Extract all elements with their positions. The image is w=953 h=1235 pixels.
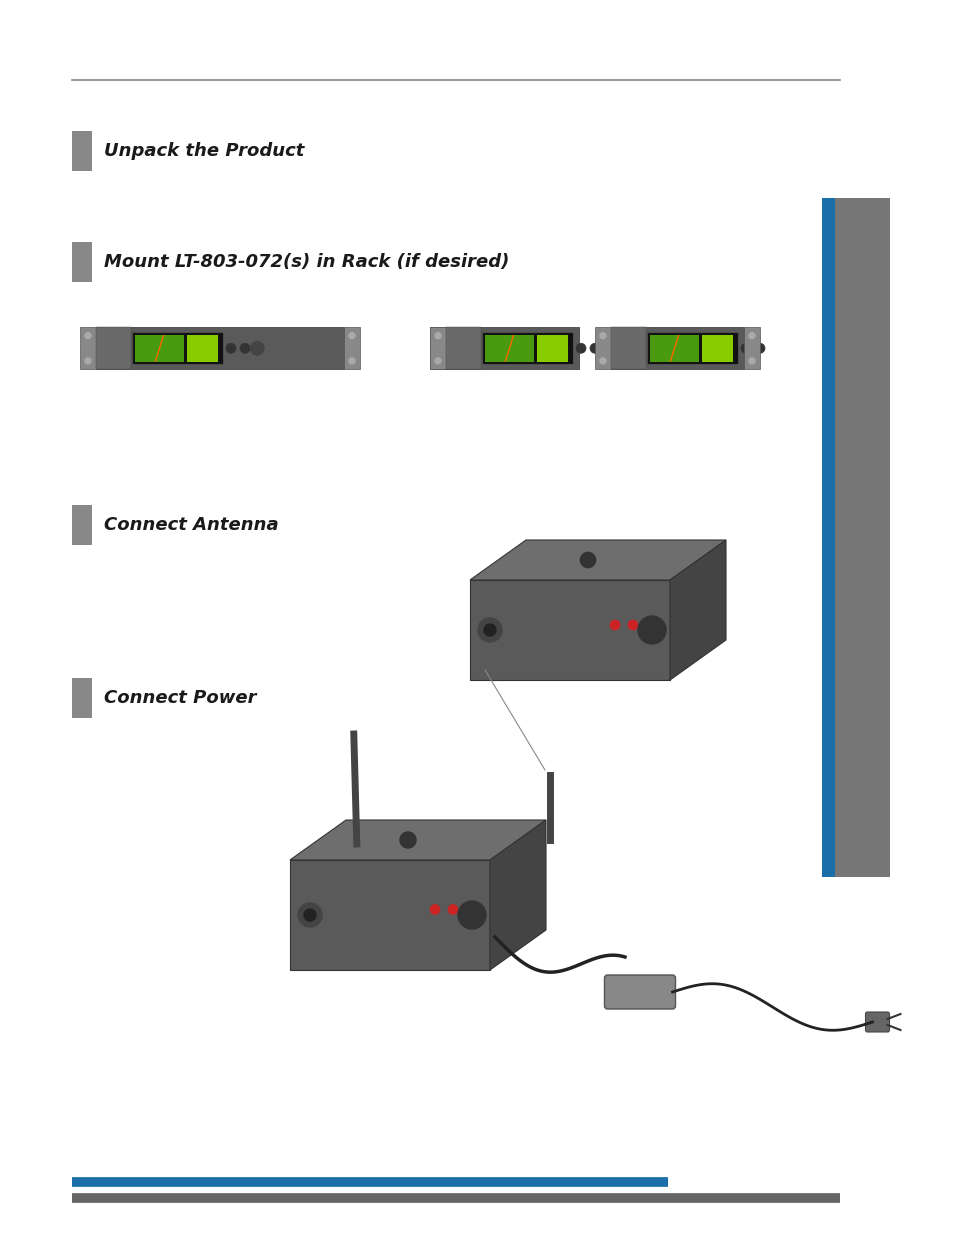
Bar [71, 242, 91, 282]
Bar [701, 335, 733, 362]
Polygon shape [290, 820, 545, 860]
Circle shape [226, 343, 235, 353]
FancyBboxPatch shape [864, 1011, 888, 1032]
Bar [187, 335, 218, 362]
Circle shape [349, 332, 355, 338]
Bar [649, 335, 699, 362]
Bar [484, 335, 534, 362]
Circle shape [576, 343, 585, 353]
Polygon shape [470, 540, 725, 580]
Bar [821, 198, 834, 877]
Text: Connect Power: Connect Power [104, 689, 255, 706]
Polygon shape [669, 540, 725, 680]
Bar [430, 327, 446, 369]
Bar [610, 327, 743, 369]
Circle shape [435, 332, 440, 338]
Bar [610, 327, 645, 369]
Circle shape [399, 832, 416, 848]
Circle shape [599, 332, 605, 338]
Circle shape [599, 358, 605, 364]
Bar [71, 678, 91, 718]
Bar [482, 332, 573, 364]
Circle shape [448, 904, 457, 914]
Bar [537, 335, 568, 362]
Circle shape [477, 618, 501, 642]
Bar [743, 327, 760, 369]
FancyBboxPatch shape [604, 974, 675, 1009]
Bar [132, 332, 223, 364]
Bar [135, 335, 184, 362]
Text: Connect Antenna: Connect Antenna [104, 516, 278, 534]
Circle shape [754, 343, 764, 353]
Text: Unpack the Product: Unpack the Product [104, 142, 304, 159]
Circle shape [483, 624, 496, 636]
Circle shape [457, 902, 485, 929]
Bar [430, 327, 446, 369]
Circle shape [589, 343, 599, 353]
Bar [647, 332, 738, 364]
Circle shape [250, 341, 264, 356]
Circle shape [85, 358, 91, 364]
Circle shape [627, 620, 638, 630]
Polygon shape [290, 860, 490, 969]
Circle shape [430, 904, 439, 914]
Bar [446, 327, 578, 369]
Bar [446, 327, 480, 369]
Circle shape [297, 903, 322, 927]
Circle shape [609, 620, 619, 630]
Bar [80, 327, 96, 369]
Bar [595, 327, 610, 369]
Polygon shape [470, 580, 669, 680]
Bar [71, 131, 91, 170]
Circle shape [435, 358, 440, 364]
Polygon shape [490, 820, 545, 969]
Circle shape [748, 332, 754, 338]
Bar [71, 505, 91, 545]
Bar [96, 327, 131, 369]
Circle shape [349, 358, 355, 364]
Circle shape [304, 909, 315, 921]
Bar [96, 327, 344, 369]
Circle shape [579, 552, 596, 568]
Circle shape [740, 343, 750, 353]
Circle shape [748, 358, 754, 364]
Text: Mount LT-803-072(s) in Rack (if desired): Mount LT-803-072(s) in Rack (if desired) [104, 253, 508, 270]
Bar [344, 327, 359, 369]
Bar [834, 198, 889, 877]
Circle shape [85, 332, 91, 338]
Circle shape [638, 616, 665, 643]
Circle shape [240, 343, 250, 353]
